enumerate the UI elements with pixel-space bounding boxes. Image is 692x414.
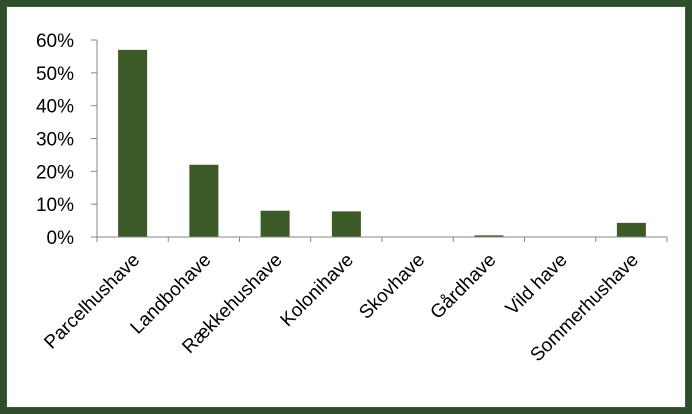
x-tick-label: Kolonihave <box>277 250 358 331</box>
bar <box>331 211 361 237</box>
x-tick-label: Skovhave <box>355 250 429 324</box>
bar <box>189 164 219 237</box>
bar <box>118 49 148 237</box>
y-tick-label: 50% <box>36 64 74 85</box>
y-tick-label: 40% <box>36 97 74 118</box>
y-tick-label: 10% <box>36 195 74 216</box>
y-tick-label: 0% <box>47 228 75 249</box>
y-tick-label: 60% <box>36 31 74 52</box>
y-tick-label: 30% <box>36 130 74 151</box>
x-tick-label: Parcelhushave <box>40 250 144 354</box>
bar <box>260 210 290 237</box>
bar <box>616 222 646 237</box>
y-tick-label: 20% <box>36 162 74 183</box>
x-tick-label: Vild have <box>502 250 572 320</box>
bar <box>474 235 504 237</box>
x-tick-label: Gårdhave <box>427 250 501 324</box>
